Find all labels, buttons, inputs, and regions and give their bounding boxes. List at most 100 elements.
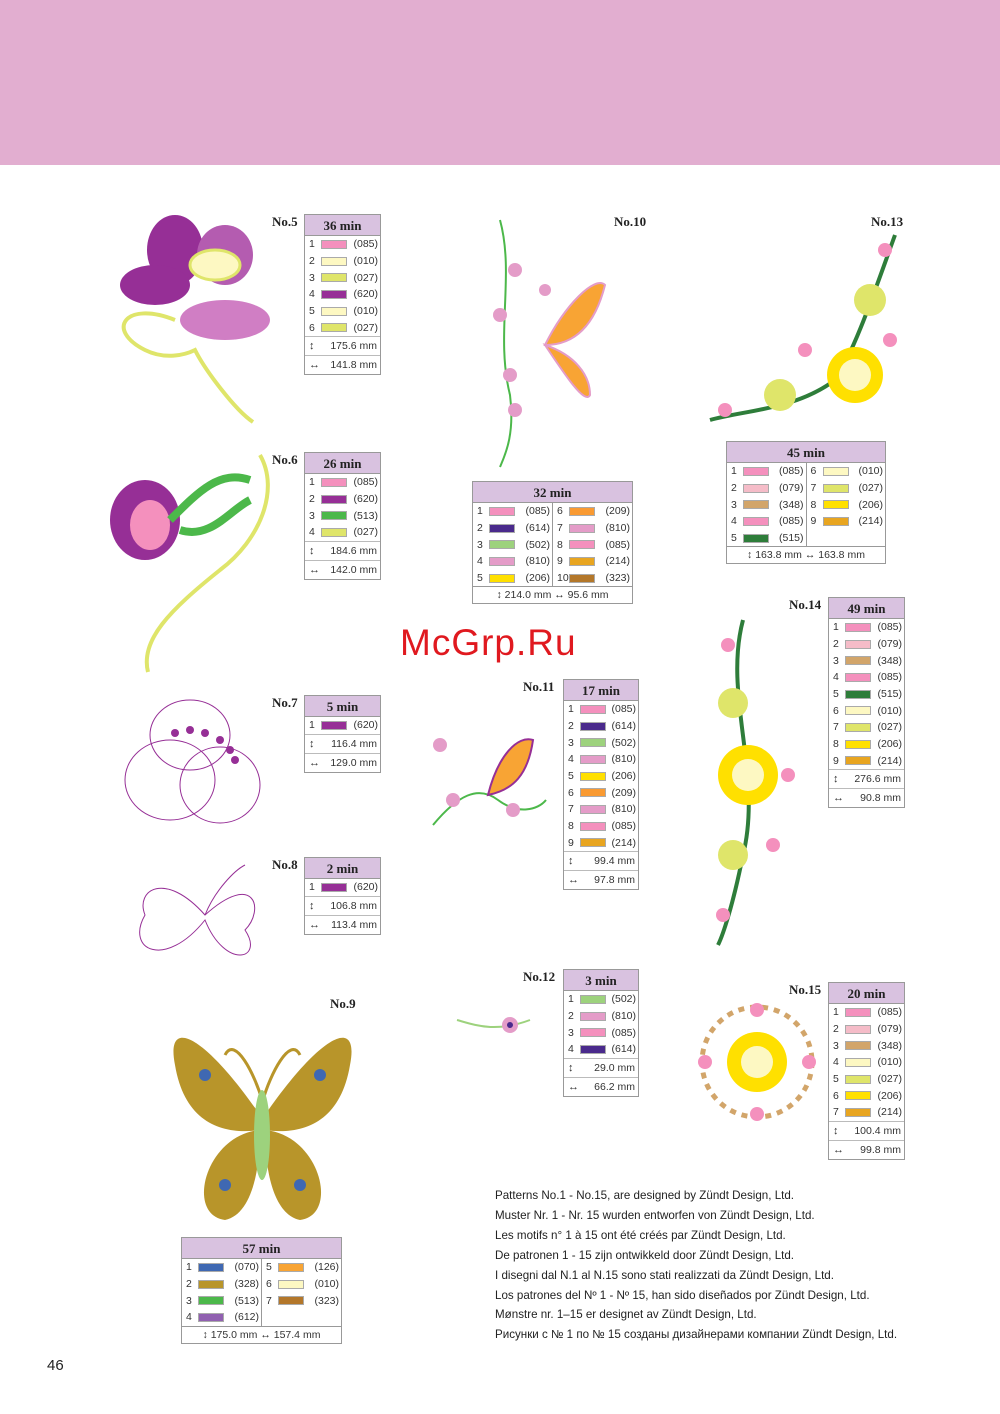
thread-columns: 1 (085) 2 (614) 3 (502) 4 (810) 5 (206) 6 (209) 7 (81… [473, 503, 632, 587]
thread-code: (206) [611, 770, 636, 783]
width-arrow-icon: ↔ [833, 1143, 844, 1156]
thread-row: 2 (079) [727, 480, 806, 497]
thread-code: (810) [611, 1010, 636, 1023]
thread-number: 4 [833, 1056, 839, 1069]
thread-color-swatch [743, 516, 769, 526]
credit-line: Los patrones del Nº 1 - Nº 15, han sido … [495, 1288, 870, 1302]
stitch-time: 45 min [727, 442, 885, 463]
dimensions: ↕ 214.0 mm ↔ 95.6 mm [473, 586, 632, 603]
width-arrow-icon: ↔ [833, 792, 844, 805]
thread-number: 3 [833, 1039, 839, 1052]
thread-columns: 1 (085) 2 (079) 3 (348) 4 (085) 5 (515) 6 (010) 7 (02… [727, 463, 885, 547]
thread-color-swatch [822, 516, 849, 526]
height-dimension: ↕ 276.6 mm [829, 769, 904, 788]
thread-number: 3 [309, 271, 315, 284]
thread-row: 4 (085) [829, 669, 904, 686]
thread-color-swatch [580, 1028, 606, 1038]
thread-code: (010) [353, 255, 378, 268]
pattern-14-image [716, 619, 795, 946]
thread-number: 3 [309, 509, 315, 522]
width-arrow-icon: ↔ [260, 1328, 271, 1341]
thread-table: 17 min 1 (085) 2 (614) 3 (502) 4 (810) 5 (206) 6 (20… [563, 679, 639, 891]
thread-code: (027) [877, 721, 902, 734]
height-arrow-icon: ↕ [747, 549, 753, 562]
thread-color-swatch [580, 721, 606, 731]
dimensions: ↕ 175.0 mm ↔ 157.4 mm [182, 1325, 341, 1343]
height-value: 29.0 mm [594, 1061, 635, 1074]
stitch-time: 49 min [829, 598, 904, 619]
width-value: 141.8 mm [330, 359, 377, 372]
width-arrow-icon: ↔ [568, 1080, 579, 1093]
width-dimension: ↔ 90.8 mm [829, 788, 904, 807]
thread-table: 57 min 1 (070) 2 (328) 3 (513) 4 (612) 5 (126) 6 (01… [181, 1237, 342, 1344]
credit-line: Patterns No.1 - No.15, are designed by Z… [495, 1189, 795, 1202]
thread-number: 7 [568, 803, 574, 816]
thread-color-swatch [321, 289, 347, 299]
thread-number: 9 [810, 515, 817, 528]
thread-number: 5 [477, 572, 483, 585]
thread-row: 1 (085) [564, 701, 638, 718]
thread-code: (214) [605, 555, 630, 568]
thread-color-swatch [198, 1279, 224, 1289]
thread-column: 5 (126) 6 (010) 7 (323) [261, 1259, 341, 1326]
thread-code: (010) [858, 465, 883, 478]
thread-color-swatch [489, 573, 515, 583]
thread-number: 1 [309, 881, 315, 894]
thread-row: 9 (214) [564, 835, 638, 852]
width-value: 163.8 mm [818, 549, 865, 562]
height-dimension: ↕ 100.4 mm [829, 1120, 904, 1140]
thread-row: 1 (085) [829, 1004, 904, 1021]
watermark: McGrp.Ru [400, 622, 577, 663]
stitch-time: 17 min [564, 680, 638, 701]
thread-code: (126) [314, 1261, 339, 1274]
thread-color-swatch [845, 1091, 871, 1101]
thread-color-swatch [569, 540, 595, 550]
thread-code: (010) [314, 1278, 339, 1291]
width-dimension: ↔ 129.0 mm [305, 752, 380, 772]
thread-number: 10 [557, 572, 569, 585]
thread-row: 7 (810) [564, 801, 638, 818]
thread-color-swatch [580, 788, 606, 798]
pattern-label: No.13 [871, 214, 904, 229]
thread-row: 5 (515) [829, 686, 904, 703]
thread-code: (206) [877, 1089, 902, 1102]
thread-code: (502) [525, 538, 550, 551]
thread-color-swatch [845, 1024, 871, 1034]
height-arrow-icon: ↕ [309, 899, 315, 912]
thread-color-swatch [321, 527, 347, 537]
thread-number: 5 [568, 770, 574, 783]
stitch-time: 57 min [182, 1238, 341, 1259]
pattern-8-image [139, 864, 256, 956]
thread-number: 4 [568, 753, 574, 766]
thread-row: 1 (085) [305, 474, 380, 491]
width-value: 95.6 mm [567, 589, 609, 602]
width-value: 157.4 mm [273, 1328, 321, 1341]
thread-color-swatch [845, 656, 871, 666]
thread-table: 26 min 1 (085) 2 (620) 3 (513) 4 (027) ↕ 184.6 mm ↔… [304, 452, 381, 580]
thread-code: (620) [353, 288, 378, 301]
thread-code: (323) [605, 572, 630, 585]
thread-color-swatch [321, 239, 347, 249]
thread-row: 3 (085) [564, 1024, 638, 1041]
stitch-time: 2 min [305, 858, 380, 879]
thread-number: 2 [186, 1278, 192, 1291]
thread-color-swatch [822, 466, 849, 476]
stitch-time: 36 min [305, 215, 380, 236]
thread-row: 3 (502) [473, 536, 552, 553]
thread-code: (810) [525, 555, 550, 568]
thread-number: 7 [266, 1294, 272, 1307]
thread-color-swatch [845, 1007, 871, 1017]
thread-number: 2 [833, 638, 839, 651]
height-arrow-icon: ↕ [833, 1124, 839, 1137]
height-arrow-icon: ↕ [309, 737, 315, 750]
thread-number: 2 [309, 255, 315, 268]
thread-color-swatch [580, 1044, 606, 1054]
thread-code: (010) [353, 305, 378, 318]
thread-color-swatch [743, 483, 769, 493]
thread-number: 1 [833, 1006, 839, 1019]
thread-number: 2 [309, 493, 315, 506]
thread-number: 4 [477, 555, 483, 568]
thread-number: 3 [477, 538, 483, 551]
thread-number: 8 [810, 498, 817, 511]
thread-code: (513) [353, 509, 378, 522]
